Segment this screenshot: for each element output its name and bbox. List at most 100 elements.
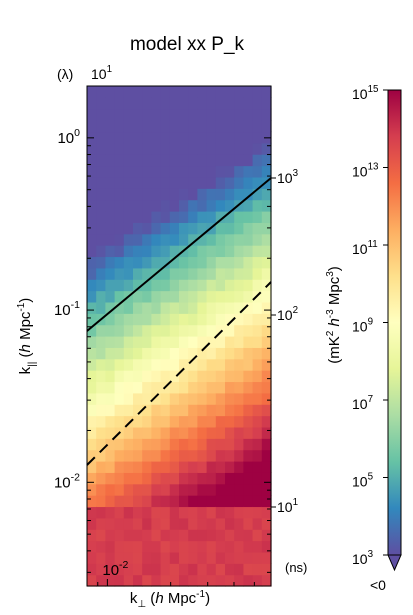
heatmap-cell — [243, 142, 254, 155]
heatmap-cell — [151, 176, 162, 189]
heatmap-cell — [142, 301, 152, 314]
heatmap-cell — [133, 290, 143, 303]
heatmap-cell — [123, 233, 134, 246]
heatmap-cell — [133, 449, 143, 462]
heatmap-cell — [188, 97, 198, 110]
heatmap-cell — [105, 563, 116, 576]
heatmap-cell — [252, 506, 263, 519]
heatmap-cell — [123, 154, 134, 167]
heatmap-cell — [215, 245, 226, 258]
heatmap-cell — [133, 301, 143, 314]
heatmap-cell — [151, 188, 162, 201]
heatmap-cell — [215, 199, 226, 212]
heatmap-cell — [243, 495, 254, 508]
heatmap-cell — [179, 540, 189, 553]
heatmap-cell — [234, 358, 244, 371]
right-tick-label-exp: 1 — [293, 497, 298, 508]
heatmap-cell — [105, 461, 116, 473]
heatmap-cell — [197, 517, 208, 530]
heatmap-cell — [261, 108, 272, 121]
heatmap-cell — [252, 574, 263, 587]
heatmap-cell — [142, 233, 152, 246]
heatmap-cell — [188, 370, 198, 383]
y-tick-label-base: 10 — [54, 302, 71, 319]
heatmap-cell — [252, 517, 263, 530]
heatmap-cell — [206, 211, 217, 223]
heatmap-cell — [87, 222, 97, 235]
heatmap-cell — [197, 279, 208, 292]
heatmap-cell — [243, 290, 254, 303]
heatmap-cell — [142, 347, 152, 360]
heatmap-cell — [142, 199, 152, 212]
heatmap-cell — [114, 245, 125, 258]
heatmap-cell — [261, 245, 272, 258]
heatmap-cell — [234, 176, 244, 189]
heatmap-cell — [243, 313, 254, 326]
heatmap-cell — [215, 233, 226, 246]
heatmap-cell — [225, 290, 235, 303]
heatmap-cell — [215, 438, 226, 451]
heatmap-cell — [160, 222, 171, 235]
heatmap-cell — [206, 154, 217, 167]
heatmap-cell — [234, 97, 244, 110]
heatmap-cell — [252, 495, 263, 508]
heatmap-cell — [151, 563, 162, 576]
heatmap-cell — [114, 313, 125, 326]
heatmap-cell — [188, 188, 198, 201]
heatmap-cell — [169, 188, 180, 201]
heatmap-cell — [96, 404, 106, 417]
heatmap-cell — [215, 211, 226, 223]
heatmap-cell — [105, 256, 116, 269]
heatmap-cell — [206, 142, 217, 155]
heatmap-cell — [123, 188, 134, 201]
heatmap-cell — [114, 154, 125, 167]
heatmap-cell — [87, 461, 97, 473]
heatmap-cell — [151, 290, 162, 303]
heatmap-cell — [179, 313, 189, 326]
heatmap-cell — [261, 472, 272, 485]
heatmap-cell — [243, 86, 254, 98]
heatmap-cell — [133, 120, 143, 133]
heatmap-cell — [123, 120, 134, 133]
heatmap-cell — [142, 313, 152, 326]
heatmap-cell — [114, 324, 125, 337]
heatmap-cell — [133, 438, 143, 451]
heatmap-cell — [142, 188, 152, 201]
heatmap-cell — [234, 86, 244, 98]
colorbar-tick-label-exp: 13 — [368, 162, 379, 173]
heatmap-cell — [206, 165, 217, 178]
heatmap-cell — [160, 495, 171, 508]
heatmap-cell — [96, 336, 106, 348]
colorbar-tick-label-base: 10 — [352, 474, 368, 490]
heatmap-cell — [123, 336, 134, 348]
heatmap-cell — [188, 256, 198, 269]
heatmap-cell — [151, 256, 162, 269]
heatmap-cell — [261, 529, 272, 542]
heatmap-cell — [252, 438, 263, 451]
heatmap-cell — [225, 233, 235, 246]
heatmap-cell — [234, 313, 244, 326]
heatmap-cell — [133, 176, 143, 189]
heatmap-cell — [243, 233, 254, 246]
heatmap-cell — [160, 108, 171, 121]
heatmap-cell — [105, 176, 116, 189]
heatmap-cell — [215, 404, 226, 417]
heatmap-cell — [188, 347, 198, 360]
heatmap-cell — [151, 370, 162, 383]
heatmap-cell — [197, 267, 208, 280]
heatmap-cell — [206, 415, 217, 428]
heatmap-cell — [234, 529, 244, 542]
heatmap-cell — [234, 279, 244, 292]
heatmap-cell — [261, 540, 272, 553]
heatmap-cell — [197, 461, 208, 473]
heatmap-cell — [225, 495, 235, 508]
heatmap-cell — [225, 256, 235, 269]
heatmap-cell — [225, 540, 235, 553]
heatmap-cell — [87, 358, 97, 371]
heatmap-cell — [234, 426, 244, 439]
heatmap-cell — [243, 517, 254, 530]
heatmap-cell — [261, 506, 272, 519]
heatmap-cell — [261, 358, 272, 371]
heatmap-cell — [261, 495, 272, 508]
heatmap-cell — [142, 358, 152, 371]
